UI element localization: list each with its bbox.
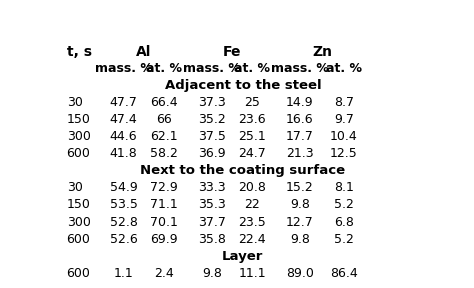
- Text: 66: 66: [156, 113, 172, 126]
- Text: 53.5: 53.5: [109, 198, 137, 211]
- Text: 22.4: 22.4: [238, 233, 266, 246]
- Text: 72.9: 72.9: [150, 181, 178, 194]
- Text: t, s: t, s: [66, 45, 91, 58]
- Text: 9.8: 9.8: [202, 267, 222, 280]
- Text: at. %: at. %: [146, 62, 182, 75]
- Text: 30: 30: [66, 181, 82, 194]
- Text: Zn: Zn: [312, 45, 332, 58]
- Text: 44.6: 44.6: [109, 130, 137, 143]
- Text: Fe: Fe: [223, 45, 241, 58]
- Text: at. %: at. %: [234, 62, 270, 75]
- Text: 33.3: 33.3: [198, 181, 226, 194]
- Text: 2.4: 2.4: [154, 267, 174, 280]
- Text: 12.5: 12.5: [330, 147, 358, 160]
- Text: 30: 30: [66, 96, 82, 109]
- Text: 66.4: 66.4: [150, 96, 178, 109]
- Text: 9.7: 9.7: [334, 113, 354, 126]
- Text: 35.8: 35.8: [198, 233, 226, 246]
- Text: 21.3: 21.3: [286, 147, 314, 160]
- Text: mass. %: mass. %: [271, 62, 329, 75]
- Text: 16.6: 16.6: [286, 113, 314, 126]
- Text: 41.8: 41.8: [109, 147, 137, 160]
- Text: 62.1: 62.1: [150, 130, 178, 143]
- Text: 5.2: 5.2: [334, 198, 354, 211]
- Text: 17.7: 17.7: [286, 130, 314, 143]
- Text: 8.1: 8.1: [334, 181, 354, 194]
- Text: 15.2: 15.2: [286, 181, 314, 194]
- Text: 86.4: 86.4: [330, 267, 358, 280]
- Text: 12.7: 12.7: [286, 215, 314, 228]
- Text: Adjacent to the steel: Adjacent to the steel: [164, 79, 321, 92]
- Text: 54.9: 54.9: [109, 181, 137, 194]
- Text: 36.9: 36.9: [198, 147, 226, 160]
- Text: 150: 150: [66, 113, 91, 126]
- Text: 8.7: 8.7: [334, 96, 354, 109]
- Text: 22: 22: [244, 198, 260, 211]
- Text: 20.8: 20.8: [238, 181, 266, 194]
- Text: 25: 25: [244, 96, 260, 109]
- Text: 47.4: 47.4: [109, 113, 137, 126]
- Text: 52.8: 52.8: [109, 215, 137, 228]
- Text: Layer: Layer: [222, 250, 264, 263]
- Text: 600: 600: [66, 233, 91, 246]
- Text: 58.2: 58.2: [150, 147, 178, 160]
- Text: mass. %: mass. %: [95, 62, 153, 75]
- Text: 35.2: 35.2: [198, 113, 226, 126]
- Text: 52.6: 52.6: [109, 233, 137, 246]
- Text: 600: 600: [66, 267, 91, 280]
- Text: 9.8: 9.8: [290, 198, 310, 211]
- Text: 150: 150: [66, 198, 91, 211]
- Text: 47.7: 47.7: [109, 96, 137, 109]
- Text: 89.0: 89.0: [286, 267, 314, 280]
- Text: 37.7: 37.7: [198, 215, 226, 228]
- Text: 11.1: 11.1: [238, 267, 266, 280]
- Text: 10.4: 10.4: [330, 130, 358, 143]
- Text: Al: Al: [136, 45, 151, 58]
- Text: 69.9: 69.9: [150, 233, 178, 246]
- Text: 9.8: 9.8: [290, 233, 310, 246]
- Text: mass. %: mass. %: [183, 62, 241, 75]
- Text: 14.9: 14.9: [286, 96, 314, 109]
- Text: 71.1: 71.1: [150, 198, 178, 211]
- Text: 600: 600: [66, 147, 91, 160]
- Text: 5.2: 5.2: [334, 233, 354, 246]
- Text: 23.6: 23.6: [238, 113, 266, 126]
- Text: 37.3: 37.3: [198, 96, 226, 109]
- Text: 24.7: 24.7: [238, 147, 266, 160]
- Text: 300: 300: [66, 130, 91, 143]
- Text: Next to the coating surface: Next to the coating surface: [140, 164, 346, 177]
- Text: 25.1: 25.1: [238, 130, 266, 143]
- Text: 6.8: 6.8: [334, 215, 354, 228]
- Text: 1.1: 1.1: [114, 267, 133, 280]
- Text: 23.5: 23.5: [238, 215, 266, 228]
- Text: 35.3: 35.3: [198, 198, 226, 211]
- Text: 300: 300: [66, 215, 91, 228]
- Text: 37.5: 37.5: [198, 130, 226, 143]
- Text: at. %: at. %: [326, 62, 362, 75]
- Text: 70.1: 70.1: [150, 215, 178, 228]
